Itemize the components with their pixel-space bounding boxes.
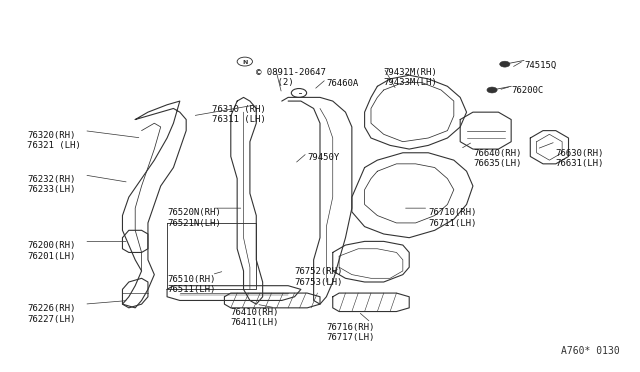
Text: 76410(RH)
76411(LH): 76410(RH) 76411(LH) [231,308,279,327]
Text: © 08911-20647
    (2): © 08911-20647 (2) [256,68,326,87]
Text: 76200(RH)
76201(LH): 76200(RH) 76201(LH) [27,241,76,261]
Text: 76320(RH)
76321 (LH): 76320(RH) 76321 (LH) [27,131,81,150]
Text: 76310 (RH)
76311 (LH): 76310 (RH) 76311 (LH) [212,105,266,124]
Text: 76460A: 76460A [326,79,358,88]
Text: 76752(RH)
76753(LH): 76752(RH) 76753(LH) [294,267,343,287]
Text: 74515Q: 74515Q [524,61,556,70]
Text: N: N [242,60,248,65]
Text: 76200C: 76200C [511,86,543,95]
Text: 79450Y: 79450Y [307,153,339,162]
Text: 76710(RH)
76711(LH): 76710(RH) 76711(LH) [428,208,477,228]
Text: 76716(RH)
76717(LH): 76716(RH) 76717(LH) [326,323,375,342]
Circle shape [500,61,510,67]
Circle shape [487,87,497,93]
Text: 76640(RH)
76635(LH): 76640(RH) 76635(LH) [473,149,522,169]
Text: 79432M(RH)
79433M(LH): 79432M(RH) 79433M(LH) [384,68,438,87]
Text: 76520N(RH)
76521N(LH): 76520N(RH) 76521N(LH) [167,208,221,228]
Text: 76510(RH)
76511(LH): 76510(RH) 76511(LH) [167,275,216,294]
Text: A760* 0130: A760* 0130 [561,346,620,356]
Text: 76226(RH)
76227(LH): 76226(RH) 76227(LH) [27,304,76,324]
Text: 76630(RH)
76631(LH): 76630(RH) 76631(LH) [556,149,604,169]
Text: 76232(RH)
76233(LH): 76232(RH) 76233(LH) [27,175,76,194]
